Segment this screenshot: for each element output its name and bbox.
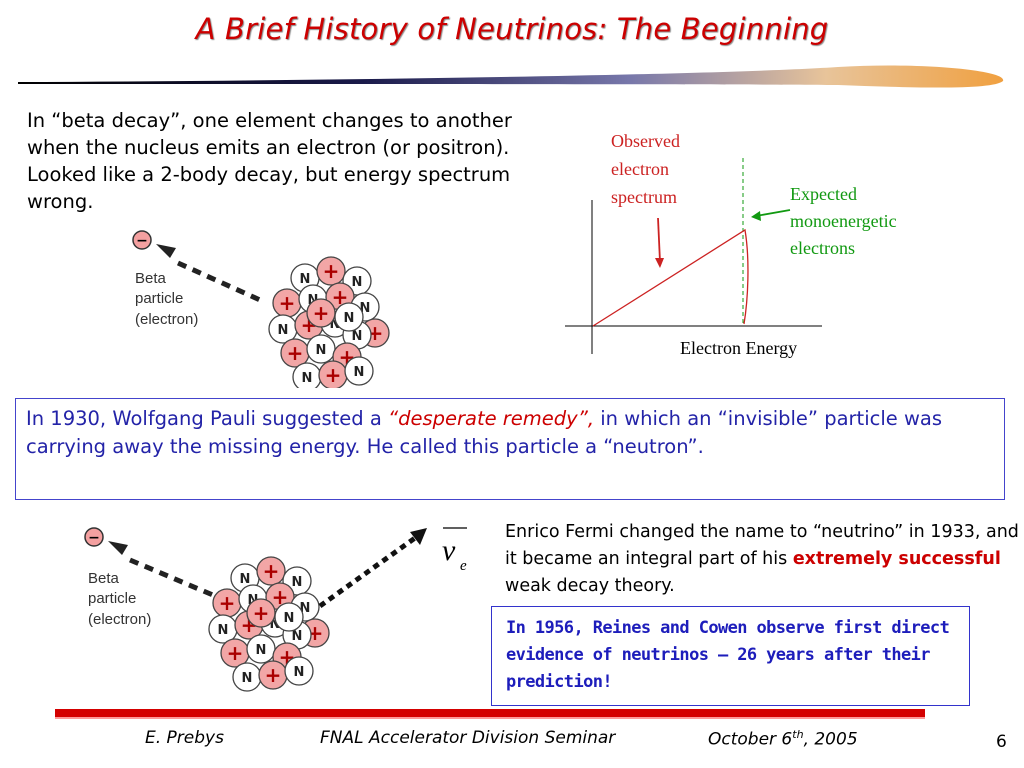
beta-label-line1: Beta	[88, 570, 120, 587]
neutron-label: N	[344, 311, 355, 326]
observed-label-line2: electron	[611, 159, 669, 179]
expected-arrowhead-icon	[751, 211, 761, 221]
neutron-label: N	[292, 575, 303, 590]
expected-label-line1: Expected	[790, 184, 857, 204]
neutrino-subscript: e	[460, 558, 467, 574]
beta-label-line1: Beta	[135, 270, 167, 287]
electron-track	[176, 260, 262, 303]
neutrino-track	[318, 535, 417, 609]
neutron-label: N	[270, 617, 281, 632]
page-number: 6	[996, 732, 1007, 752]
neutron-icon	[284, 656, 314, 686]
proton-label: +	[272, 585, 289, 609]
observed-curve	[592, 228, 749, 327]
proton-label: +	[219, 591, 236, 615]
fermi-paragraph: Enrico Fermi changed the name to “neutri…	[505, 519, 1020, 600]
svg-text:−: −	[136, 233, 148, 249]
pauli-box: In 1930, Wolfgang Pauli suggested a “des…	[15, 398, 1005, 500]
neutron-label: N	[354, 365, 365, 380]
fermi-text-part1: Enrico Fermi changed the name to “neutri…	[505, 522, 1019, 569]
footer-author: E. Prebys	[145, 728, 224, 748]
neutron-label: N	[308, 293, 319, 308]
footer-bar-highlight	[55, 717, 925, 719]
neutron-icon	[334, 302, 364, 332]
title-underline-swoosh	[18, 65, 1004, 88]
neutron-label: N	[294, 665, 305, 680]
neutrino-symbol: ν	[442, 534, 456, 567]
proton-label: +	[253, 601, 270, 625]
proton-label: +	[325, 363, 342, 387]
footer-date-prefix: October 6	[708, 729, 793, 750]
observed-label-line3: spectrum	[611, 187, 677, 207]
observed-arrowhead-icon	[655, 258, 664, 268]
pauli-text-part1: In 1930, Wolfgang Pauli suggested a	[26, 407, 388, 430]
neutron-icon	[344, 356, 374, 386]
reines-cowen-box: In 1956, Reines and Cowen observe first …	[491, 606, 970, 706]
neutron-label: N	[256, 643, 267, 658]
neutron-label: N	[292, 629, 303, 644]
neutron-icon	[274, 602, 304, 632]
electron-arrowhead-icon	[156, 244, 176, 258]
footer-bar	[55, 709, 925, 717]
neutron-label: N	[300, 601, 311, 616]
x-axis-label: Electron Energy	[680, 338, 797, 358]
footer-date-sup: th	[792, 728, 804, 741]
neutron-label: N	[302, 371, 313, 386]
electron-icon: −	[84, 527, 104, 547]
proton-label: +	[313, 301, 330, 325]
neutron-label: N	[352, 275, 363, 290]
fermi-text-part2: weak decay theory.	[505, 576, 675, 596]
neutron-label: N	[352, 329, 363, 344]
beta-label-line3: (electron)	[135, 311, 198, 328]
proton-label: +	[287, 341, 304, 365]
nucleus-icon: N + N+ N + N+N + NN+ N +N + N+ N	[208, 556, 330, 692]
observed-pointer-arrow	[657, 217, 661, 263]
proton-label: +	[227, 641, 244, 665]
electron-arrowhead-icon	[108, 541, 128, 555]
proton-label: +	[279, 291, 296, 315]
neutrino-arrowhead-icon	[410, 528, 427, 545]
footer-event: FNAL Accelerator Division Seminar	[320, 728, 616, 748]
beta-decay-diagram: − Beta particle (electron) N + N+ N + N+N + NN+…	[132, 230, 390, 388]
neutron-label: N	[248, 593, 259, 608]
neutron-label: N	[278, 323, 289, 338]
neutron-label: N	[242, 671, 253, 686]
expected-label-line3: electrons	[790, 238, 855, 258]
neutron-label: N	[316, 343, 327, 358]
proton-icon	[256, 556, 286, 586]
svg-text:−: −	[88, 530, 100, 546]
neutron-label: N	[284, 611, 295, 626]
proton-label: +	[265, 663, 282, 687]
neutron-label: N	[360, 301, 371, 316]
footer-date-suffix: , 2005	[803, 729, 858, 750]
neutron-label: N	[218, 623, 229, 638]
beta-label-line2: particle	[135, 290, 183, 307]
beta-label-line2: particle	[88, 590, 136, 607]
expected-label-line2: monoenergetic	[790, 211, 897, 231]
beta-decay-neutrino-diagram: − Beta particle (electron) N + N+ N + N+N + NN+…	[84, 527, 467, 692]
neutron-label: N	[240, 572, 251, 587]
electron-icon: −	[132, 230, 152, 250]
electron-spectrum-chart: Observed electron spectrum Expected mono…	[565, 131, 897, 358]
beta-label-line3: (electron)	[88, 611, 151, 628]
nucleus-icon: N + N+ N + N+N + NN+ N +N + N+ N	[268, 256, 390, 388]
neutron-label: N	[330, 317, 341, 332]
fermi-emphasis: extremely successful	[792, 549, 1001, 569]
neutron-label: N	[300, 272, 311, 287]
pauli-emphasis: “desperate remedy”,	[387, 407, 595, 430]
intro-paragraph: In “beta decay”, one element changes to …	[27, 109, 512, 213]
electron-track	[129, 557, 221, 601]
proton-label: +	[263, 559, 280, 583]
proton-icon	[316, 256, 346, 286]
proton-label: +	[323, 259, 340, 283]
expected-pointer-arrow	[755, 209, 791, 217]
pauli-text-part2: in which an “invisible” particle was car…	[26, 407, 943, 458]
slide-title: A Brief History of Neutrinos: The Beginn…	[195, 12, 829, 46]
footer-date: October 6th, 2005	[708, 728, 858, 750]
proton-label: +	[332, 285, 349, 309]
observed-label-line1: Observed	[611, 131, 680, 151]
